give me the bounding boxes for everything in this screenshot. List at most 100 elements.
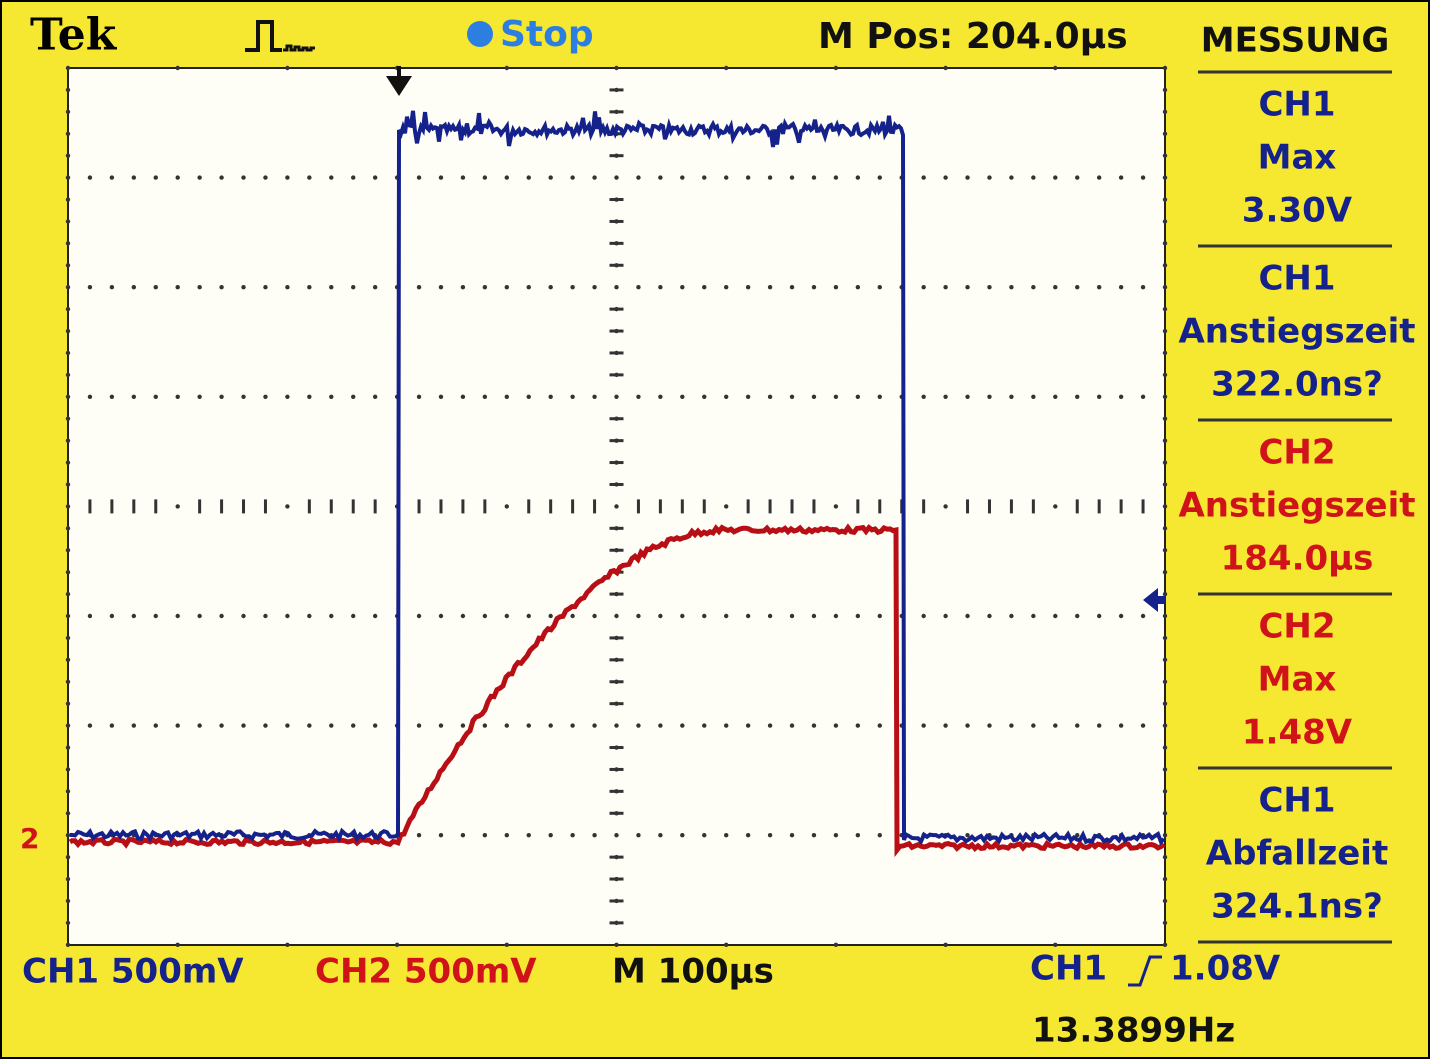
grid-dot [66, 504, 70, 508]
grid-dot [658, 833, 662, 837]
grid-dot [439, 285, 443, 289]
grid-dot [592, 723, 596, 727]
grid-tick [571, 499, 574, 513]
grid-tick [637, 499, 640, 513]
grid-dot [724, 504, 728, 508]
grid-dot [1119, 175, 1123, 179]
grid-dot [921, 395, 925, 399]
grid-dot [66, 307, 70, 311]
grid-tick [610, 417, 624, 420]
grid-dot [1163, 504, 1167, 508]
grid-dot [1163, 153, 1167, 157]
grid-dot [1031, 723, 1035, 727]
grid-tick [1010, 499, 1013, 513]
grid-dot [943, 943, 947, 947]
grid-dot [834, 504, 838, 508]
grid-dot [1163, 373, 1167, 377]
grid-dot [614, 395, 618, 399]
grid-dot [505, 943, 509, 947]
grid-dot [66, 855, 70, 859]
grid-dot [219, 395, 223, 399]
grid-dot [197, 175, 201, 179]
grid-dot [614, 723, 618, 727]
grid-tick [352, 499, 355, 513]
grid-dot [1163, 877, 1167, 881]
ch2-scale: CH2 500mV [315, 952, 537, 992]
grid-dot [132, 395, 136, 399]
grid-tick [610, 768, 624, 771]
grid-dot [921, 285, 925, 289]
grid-dot [527, 175, 531, 179]
grid-tick [610, 264, 624, 267]
grid-dot [790, 614, 794, 618]
grid-dot [834, 723, 838, 727]
brand: Tek [30, 10, 118, 61]
grid-dot [527, 833, 531, 837]
grid-dot [263, 395, 267, 399]
grid-dot [1031, 175, 1035, 179]
grid-tick [610, 461, 624, 464]
grid-dot [505, 504, 509, 508]
grid-dot [329, 395, 333, 399]
grid-dot [943, 395, 947, 399]
grid-dot [1053, 614, 1057, 618]
grid-tick [610, 549, 624, 552]
grid-dot [154, 285, 158, 289]
grid-dot [1163, 943, 1167, 947]
meas-name: Anstiegszeit [1178, 312, 1415, 352]
grid-dot [329, 614, 333, 618]
grid-dot [636, 833, 640, 837]
grid-dot [417, 833, 421, 837]
grid-dot [461, 395, 465, 399]
grid-dot [987, 395, 991, 399]
grid-dot [110, 175, 114, 179]
grid-dot [636, 723, 640, 727]
grid-dot [66, 636, 70, 640]
grid-tick [610, 702, 624, 705]
grid-dot [636, 395, 640, 399]
grid-dot [1163, 351, 1167, 355]
grid-dot [66, 548, 70, 552]
meas-channel: CH1 [1258, 781, 1335, 821]
grid-dot [66, 285, 70, 289]
grid-dot [943, 66, 947, 70]
grid-tick [610, 373, 624, 376]
grid-dot [461, 723, 465, 727]
grid-dot [219, 614, 223, 618]
grid-dot [197, 285, 201, 289]
grid-dot [812, 285, 816, 289]
grid-dot [307, 175, 311, 179]
grid-dot [329, 175, 333, 179]
grid-dot [768, 395, 772, 399]
grid-dot [592, 833, 596, 837]
grid-dot [834, 943, 838, 947]
grid-dot [110, 614, 114, 618]
meas-name: Abfallzeit [1206, 834, 1388, 874]
grid-tick [856, 499, 859, 513]
grid-dot [66, 219, 70, 223]
grid-dot [636, 614, 640, 618]
level-marker-stem [1156, 596, 1166, 604]
grid-dot [592, 614, 596, 618]
grid-dot [66, 680, 70, 684]
grid-dot [834, 66, 838, 70]
trigger-source: CH1 [1030, 949, 1107, 989]
grid-tick [439, 499, 442, 513]
grid-tick [198, 499, 201, 513]
grid-dot [351, 395, 355, 399]
grid-dot [614, 833, 618, 837]
grid-dot [680, 723, 684, 727]
grid-dot [768, 833, 772, 837]
grid-dot [1075, 723, 1079, 727]
grid-dot [1053, 723, 1057, 727]
grid-dot [1119, 285, 1123, 289]
grid-dot [329, 723, 333, 727]
grid-dot [768, 285, 772, 289]
grid-dot [132, 614, 136, 618]
grid-dot [439, 395, 443, 399]
grid-dot [614, 504, 618, 508]
grid-dot [505, 723, 509, 727]
grid-dot [812, 175, 816, 179]
